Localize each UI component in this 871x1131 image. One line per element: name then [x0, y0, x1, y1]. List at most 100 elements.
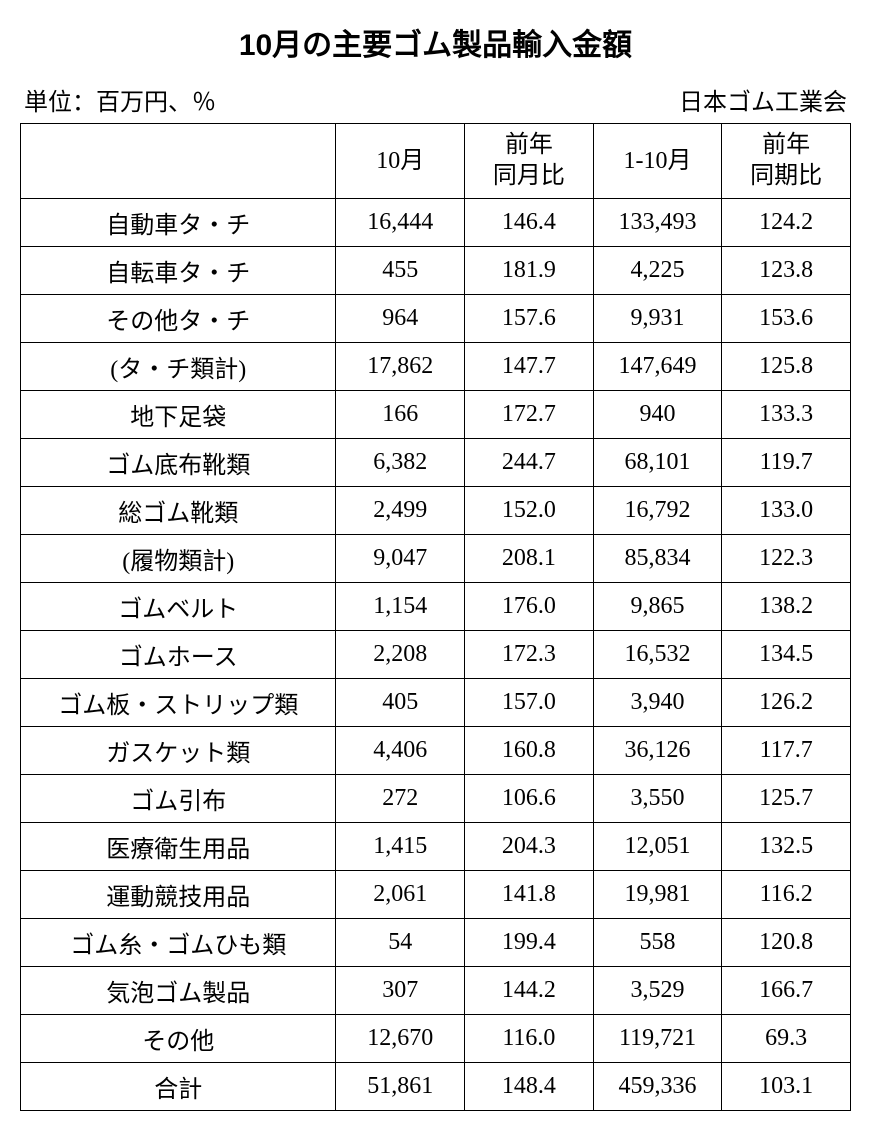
- row-cell: 940: [593, 391, 722, 439]
- row-cell: 116.2: [722, 871, 851, 919]
- row-cell: 16,792: [593, 487, 722, 535]
- table-row: 運動競技用品2,061141.819,981116.2: [21, 871, 851, 919]
- table-row: ガスケット類4,406160.836,126117.7: [21, 727, 851, 775]
- header-col-name: [21, 124, 336, 199]
- row-cell: 166: [336, 391, 465, 439]
- row-cell: 244.7: [465, 439, 594, 487]
- table-row: (履物類計)9,047208.185,834122.3: [21, 535, 851, 583]
- table-row: 自動車タ・チ16,444146.4133,493124.2: [21, 199, 851, 247]
- row-cell: 68,101: [593, 439, 722, 487]
- table-row: ゴムホース2,208172.316,532134.5: [21, 631, 851, 679]
- row-cell: 138.2: [722, 583, 851, 631]
- row-cell: 9,865: [593, 583, 722, 631]
- row-cell: 9,047: [336, 535, 465, 583]
- row-cell: 133.3: [722, 391, 851, 439]
- table-row: (タ・チ類計)17,862147.7147,649125.8: [21, 343, 851, 391]
- row-name: 気泡ゴム製品: [21, 967, 336, 1015]
- row-cell: 455: [336, 247, 465, 295]
- row-cell: 69.3: [722, 1015, 851, 1063]
- table-row: 地下足袋166172.7940133.3: [21, 391, 851, 439]
- row-name: 運動競技用品: [21, 871, 336, 919]
- table-row: 医療衛生用品1,415204.312,051132.5: [21, 823, 851, 871]
- row-cell: 119,721: [593, 1015, 722, 1063]
- row-cell: 125.8: [722, 343, 851, 391]
- row-cell: 1,154: [336, 583, 465, 631]
- unit-label: 単位：百万円、％: [24, 82, 216, 117]
- row-cell: 4,406: [336, 727, 465, 775]
- table-row: 自転車タ・チ455181.94,225123.8: [21, 247, 851, 295]
- row-cell: 141.8: [465, 871, 594, 919]
- row-cell: 19,981: [593, 871, 722, 919]
- row-cell: 119.7: [722, 439, 851, 487]
- row-cell: 12,670: [336, 1015, 465, 1063]
- row-cell: 157.0: [465, 679, 594, 727]
- table-row: ゴムベルト1,154176.09,865138.2: [21, 583, 851, 631]
- source-label: 日本ゴム工業会: [679, 82, 847, 117]
- row-cell: 2,061: [336, 871, 465, 919]
- row-name: ゴムホース: [21, 631, 336, 679]
- table-row: 総ゴム靴類2,499152.016,792133.0: [21, 487, 851, 535]
- row-cell: 116.0: [465, 1015, 594, 1063]
- row-cell: 153.6: [722, 295, 851, 343]
- row-cell: 134.5: [722, 631, 851, 679]
- row-name: ゴム底布靴類: [21, 439, 336, 487]
- row-cell: 152.0: [465, 487, 594, 535]
- row-cell: 147,649: [593, 343, 722, 391]
- row-name: その他タ・チ: [21, 295, 336, 343]
- row-name: ゴム板・ストリップ類: [21, 679, 336, 727]
- row-cell: 103.1: [722, 1063, 851, 1111]
- row-cell: 2,499: [336, 487, 465, 535]
- row-cell: 405: [336, 679, 465, 727]
- table-row: ゴム引布272106.63,550125.7: [21, 775, 851, 823]
- row-name: (タ・チ類計): [21, 343, 336, 391]
- row-cell: 125.7: [722, 775, 851, 823]
- row-cell: 122.3: [722, 535, 851, 583]
- row-cell: 9,931: [593, 295, 722, 343]
- row-cell: 124.2: [722, 199, 851, 247]
- row-cell: 176.0: [465, 583, 594, 631]
- row-cell: 16,532: [593, 631, 722, 679]
- row-cell: 6,382: [336, 439, 465, 487]
- row-cell: 964: [336, 295, 465, 343]
- page-title: 10月の主要ゴム製品輸入金額: [20, 20, 851, 64]
- row-name: 自転車タ・チ: [21, 247, 336, 295]
- table-row: その他タ・チ964157.69,931153.6: [21, 295, 851, 343]
- row-cell: 117.7: [722, 727, 851, 775]
- row-cell: 4,225: [593, 247, 722, 295]
- row-cell: 204.3: [465, 823, 594, 871]
- row-name: 総ゴム靴類: [21, 487, 336, 535]
- row-cell: 132.5: [722, 823, 851, 871]
- row-cell: 133,493: [593, 199, 722, 247]
- row-cell: 208.1: [465, 535, 594, 583]
- table-row: ゴム糸・ゴムひも類54199.4558120.8: [21, 919, 851, 967]
- row-name: ゴム引布: [21, 775, 336, 823]
- header-col-4: 前年同期比: [722, 124, 851, 199]
- row-cell: 157.6: [465, 295, 594, 343]
- row-cell: 126.2: [722, 679, 851, 727]
- table-row: ゴム板・ストリップ類405157.03,940126.2: [21, 679, 851, 727]
- row-cell: 85,834: [593, 535, 722, 583]
- row-cell: 160.8: [465, 727, 594, 775]
- table-row: 気泡ゴム製品307144.23,529166.7: [21, 967, 851, 1015]
- row-cell: 1,415: [336, 823, 465, 871]
- row-name: 自動車タ・チ: [21, 199, 336, 247]
- row-cell: 144.2: [465, 967, 594, 1015]
- header-col-2: 前年同月比: [465, 124, 594, 199]
- row-cell: 172.7: [465, 391, 594, 439]
- row-cell: 3,940: [593, 679, 722, 727]
- header-col-3: 1-10月: [593, 124, 722, 199]
- row-cell: 181.9: [465, 247, 594, 295]
- row-cell: 272: [336, 775, 465, 823]
- row-cell: 307: [336, 967, 465, 1015]
- row-cell: 106.6: [465, 775, 594, 823]
- table-header-row: 10月 前年同月比 1-10月 前年同期比: [21, 124, 851, 199]
- row-cell: 16,444: [336, 199, 465, 247]
- row-cell: 147.7: [465, 343, 594, 391]
- row-cell: 51,861: [336, 1063, 465, 1111]
- row-name: ゴムベルト: [21, 583, 336, 631]
- row-cell: 120.8: [722, 919, 851, 967]
- row-cell: 558: [593, 919, 722, 967]
- row-cell: 459,336: [593, 1063, 722, 1111]
- row-name: ガスケット類: [21, 727, 336, 775]
- row-name: 地下足袋: [21, 391, 336, 439]
